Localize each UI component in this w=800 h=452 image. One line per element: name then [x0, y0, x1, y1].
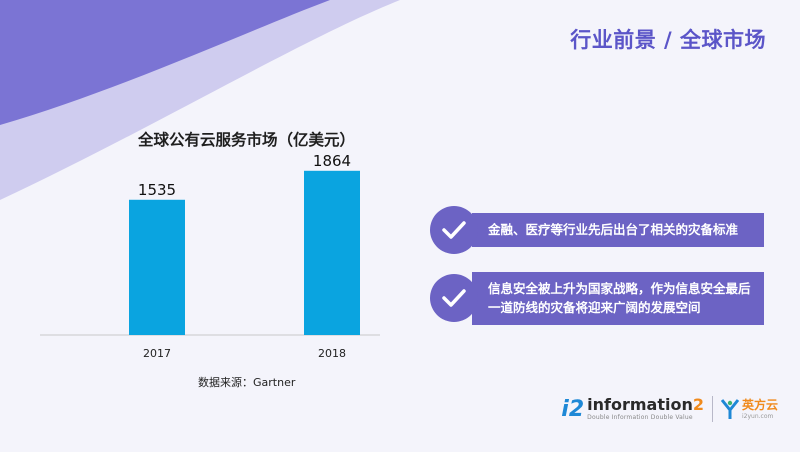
logo-divider [711, 396, 713, 422]
point-text: 金融、医疗等行业先后出台了相关的灾备标准 [472, 213, 764, 247]
data-source: 数据来源：Gartner [198, 376, 296, 389]
page-title: 行业前景 / 全球市场 [570, 28, 766, 52]
i2-name: information2 [587, 397, 704, 413]
i2-tagline: Double Information Double Value [587, 414, 693, 421]
bar-chart: 1535 2017 1864 2018 [40, 152, 380, 360]
point-item: 金融、医疗等行业先后出台了相关的灾备标准 [430, 206, 764, 254]
x-tick-label-2018: 2018 [318, 347, 346, 360]
yingfangyun-name: 英方云 [741, 397, 778, 412]
data-label-2017: 1535 [138, 181, 176, 199]
i2-name-main: information [587, 395, 693, 414]
point-item: 信息安全被上升为国家战略，作为信息安全最后一道防线的灾备将迎来广阔的发展空间 [430, 272, 764, 325]
i2-name-digit: 2 [692, 395, 704, 414]
yingfangyun-logo: 英方云 i2yun.com [720, 397, 778, 420]
checkmark-icon [430, 274, 478, 323]
bar-2018 [304, 170, 360, 335]
yingfangyun-icon [720, 399, 739, 419]
yingfangyun-domain: i2yun.com [741, 412, 774, 420]
data-label-2018: 1864 [313, 152, 351, 170]
checkmark-icon [430, 206, 478, 254]
chart-title: 全球公有云服务市场（亿美元） [138, 131, 356, 149]
point-text: 信息安全被上升为国家战略，作为信息安全最后一道防线的灾备将迎来广阔的发展空间 [472, 272, 764, 325]
i2-mark: i2 [561, 397, 585, 422]
x-tick-label-2017: 2017 [143, 347, 171, 360]
information2-logo: i2 information2 Double Information Doubl… [561, 397, 704, 422]
logo-group: i2 information2 Double Information Doubl… [561, 396, 778, 422]
bar-2017 [129, 199, 185, 335]
